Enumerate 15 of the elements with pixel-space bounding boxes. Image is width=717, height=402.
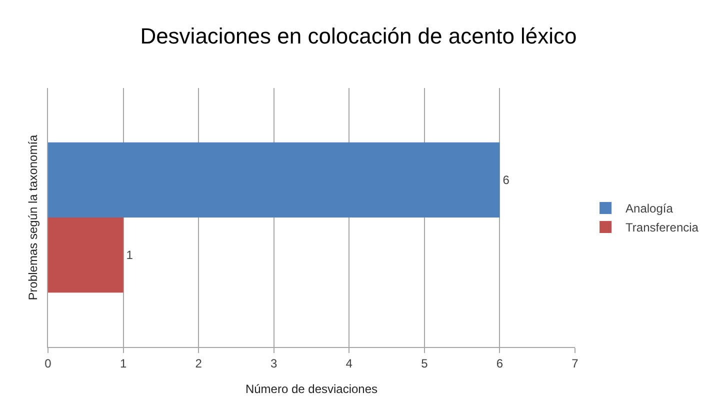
x-tick-label: 1 (120, 356, 127, 370)
x-tick-label: 5 (421, 356, 428, 370)
x-tick-label: 4 (346, 356, 353, 370)
x-tick-label: 3 (270, 356, 278, 370)
x-axis-title: Número de desviaciones (245, 382, 378, 396)
x-tick-label: 0 (44, 356, 52, 370)
x-tick-label: 7 (572, 356, 579, 370)
x-tick-label: 6 (496, 356, 504, 370)
chart-title: Desviaciones en colocación de acento léxico (140, 24, 577, 49)
legend-label: Transferencia (626, 220, 699, 235)
y-axis-title: Problemas según la taxonomía (26, 134, 40, 300)
x-tick-label: 2 (195, 356, 202, 370)
data-label: 1 (126, 248, 134, 262)
data-label: 6 (502, 172, 510, 187)
legend-label: Analogía (626, 202, 674, 216)
